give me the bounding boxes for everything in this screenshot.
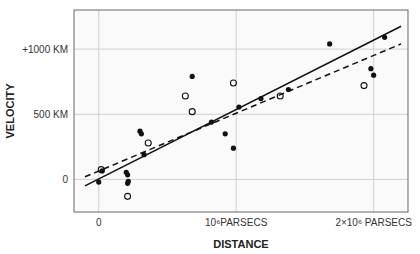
y-tick-label: 500 KM — [34, 109, 68, 120]
x-tick-label: 2×10⁶ PARSECS — [335, 217, 412, 228]
point — [125, 172, 130, 177]
line — [85, 44, 401, 177]
y-tick-label: +1000 KM — [22, 44, 68, 55]
y-axis-label: VELOCITY — [4, 83, 16, 139]
point — [327, 41, 332, 46]
chart: 0 10⁶PARSECS 2×10⁶ PARSECS 0 500 KM +1000 KM D… — [0, 0, 420, 254]
tick-labels: 0 10⁶PARSECS 2×10⁶ PARSECS 0 500 KM +1000 KM — [22, 44, 412, 228]
point — [139, 131, 144, 136]
point — [368, 66, 373, 71]
y-tick-label: 0 — [62, 174, 68, 185]
point — [126, 179, 131, 184]
open-point — [189, 109, 195, 115]
open-point — [182, 93, 188, 99]
x-axis-label: DISTANCE — [213, 238, 268, 250]
x-tick-label: 10⁶PARSECS — [205, 217, 268, 228]
grid — [74, 10, 408, 212]
marks — [85, 26, 401, 199]
point — [223, 131, 228, 136]
open-point — [145, 140, 151, 146]
x-tick-label: 0 — [96, 217, 102, 228]
grid-line-x — [236, 10, 237, 212]
point — [231, 146, 236, 151]
open-point — [361, 83, 367, 89]
point — [190, 74, 195, 79]
grid-line-y — [74, 179, 408, 180]
point — [371, 73, 376, 78]
open-point — [125, 193, 131, 199]
open-point — [230, 80, 236, 86]
plot-frame — [74, 10, 408, 212]
plot-area — [74, 10, 408, 212]
grid-line-y — [74, 114, 408, 115]
open-point — [98, 167, 104, 173]
line — [85, 26, 401, 186]
